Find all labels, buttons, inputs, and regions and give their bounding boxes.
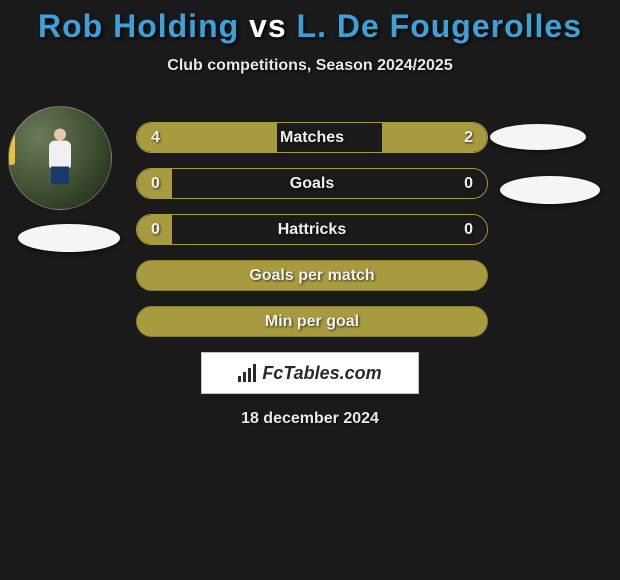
stat-row-hattricks: 0 Hattricks 0 — [136, 214, 488, 245]
player1-name: Rob Holding — [38, 8, 239, 44]
stat-row-gpm: Goals per match — [136, 260, 488, 291]
infographic-container: Rob Holding vs L. De Fougerolles Club co… — [0, 0, 620, 580]
player1-placeholder — [18, 224, 120, 252]
stats-panel: 4 Matches 2 0 Goals 0 0 Hattricks 0 Goal… — [136, 122, 488, 337]
opponent-figure — [8, 125, 15, 165]
stat-right-value: 0 — [464, 169, 473, 198]
stat-track — [137, 123, 487, 152]
player-figure — [45, 128, 75, 183]
stat-row-matches: 4 Matches 2 — [136, 122, 488, 153]
stat-track — [137, 215, 487, 244]
stat-row-mpg: Min per goal — [136, 306, 488, 337]
chart-icon — [238, 364, 256, 382]
stat-left-value: 0 — [151, 215, 160, 244]
player-body — [49, 140, 71, 168]
brand-text: FcTables.com — [262, 363, 381, 384]
player-head — [54, 128, 66, 140]
player-legs — [51, 166, 69, 184]
date-text: 18 december 2024 — [0, 410, 620, 428]
stat-right-value: 2 — [464, 123, 473, 152]
stat-label: Min per goal — [137, 307, 487, 336]
page-title: Rob Holding vs L. De Fougerolles — [0, 0, 620, 45]
player2-placeholder-1 — [490, 124, 586, 150]
stat-label: Goals per match — [137, 261, 487, 290]
stat-row-goals: 0 Goals 0 — [136, 168, 488, 199]
player2-placeholder-2 — [500, 176, 600, 204]
vs-text: vs — [249, 8, 287, 44]
player2-name: L. De Fougerolles — [297, 8, 582, 44]
brand-badge[interactable]: FcTables.com — [201, 352, 419, 394]
stat-track — [137, 169, 487, 198]
stat-left-value: 4 — [151, 123, 160, 152]
subtitle: Club competitions, Season 2024/2025 — [0, 57, 620, 75]
stat-right-value: 0 — [464, 215, 473, 244]
stat-left-value: 0 — [151, 169, 160, 198]
player1-avatar — [8, 106, 112, 210]
